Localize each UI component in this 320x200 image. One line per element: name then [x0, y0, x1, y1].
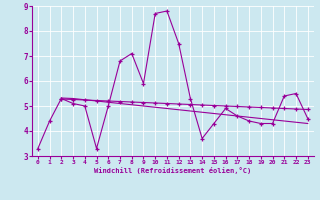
X-axis label: Windchill (Refroidissement éolien,°C): Windchill (Refroidissement éolien,°C) [94, 167, 252, 174]
